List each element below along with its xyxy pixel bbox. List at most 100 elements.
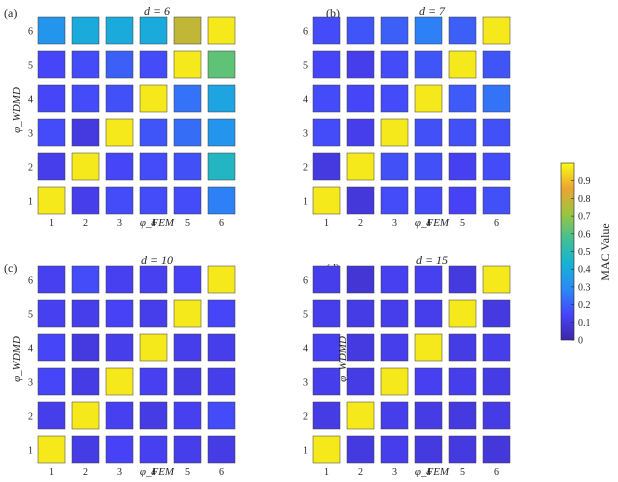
heatmap-cells — [312, 265, 511, 464]
heatmap-cell — [207, 118, 236, 147]
y-tick-labels: 1 2 3 4 5 6 — [303, 276, 308, 457]
heatmap-cell — [71, 265, 100, 294]
heatmap-cell — [37, 401, 66, 430]
panel-title: d = 10 — [141, 253, 173, 267]
x-tick-label: 4 — [426, 218, 431, 229]
y-tick-label: 3 — [28, 378, 33, 389]
heatmap-cell — [448, 299, 477, 328]
heatmap-cell — [312, 152, 341, 181]
y-tick-label: 2 — [28, 412, 33, 423]
heatmap-cell — [448, 16, 477, 45]
y-tick-labels: 1 2 3 4 5 6 — [303, 27, 308, 208]
x-tick-labels: 1 2 3 4 5 6 — [49, 218, 224, 229]
x-axis-label: φ_FEM — [140, 217, 175, 229]
heatmap-cell — [346, 16, 375, 45]
heatmap-cell — [71, 118, 100, 147]
heatmap-cell — [482, 50, 511, 79]
x-tick-label: 2 — [83, 218, 88, 229]
heatmap-cell — [105, 367, 134, 396]
heatmap-cell — [380, 16, 409, 45]
y-tick-label: 5 — [28, 61, 33, 72]
heatmap-cell — [380, 118, 409, 147]
heatmap-cell — [173, 401, 202, 430]
heatmap-cell — [139, 367, 168, 396]
heatmap-cell — [448, 333, 477, 362]
heatmap-cell — [482, 401, 511, 430]
heatmap-cell — [207, 367, 236, 396]
y-tick-label: 1 — [303, 197, 308, 208]
heatmap-cell — [207, 186, 236, 215]
heatmap-cell — [380, 299, 409, 328]
y-tick-label: 6 — [28, 276, 33, 287]
heatmap-cell — [139, 152, 168, 181]
colorbar-tick-label: 0.2 — [578, 300, 591, 311]
heatmap-cell — [346, 50, 375, 79]
heatmap-cell — [173, 299, 202, 328]
heatmap-cell — [37, 16, 66, 45]
heatmap-cell — [139, 84, 168, 113]
y-tick-label: 3 — [303, 378, 308, 389]
heatmap-cell — [482, 152, 511, 181]
panel-title: d = 6 — [144, 4, 170, 18]
heatmap-cell — [448, 84, 477, 113]
heatmap-cell — [139, 16, 168, 45]
x-axis-label: φ_FEM — [140, 466, 175, 477]
y-tick-label: 1 — [28, 197, 33, 208]
heatmap-cell — [312, 16, 341, 45]
heatmap-cell — [380, 50, 409, 79]
colorbar-tick-label: 0.5 — [578, 247, 591, 258]
heatmap-cell — [312, 401, 341, 430]
panel-title: d = 15 — [416, 253, 448, 267]
x-tick-label: 5 — [460, 467, 465, 477]
x-tick-label: 6 — [219, 467, 224, 477]
colorbar-tick-label: 0.9 — [578, 176, 591, 187]
x-axis-label: φ_FEM — [415, 466, 450, 477]
y-tick-label: 2 — [28, 163, 33, 174]
panel-b: (b) d = 7 1 2 3 4 5 6 1 2 3 4 5 6 φ_FEM — [303, 4, 511, 229]
y-tick-label: 2 — [303, 163, 308, 174]
heatmap-cell — [414, 401, 443, 430]
heatmap-cell — [37, 84, 66, 113]
heatmap-cell — [173, 367, 202, 396]
heatmap-cell — [448, 118, 477, 147]
heatmap-cell — [207, 265, 236, 294]
x-tick-label: 2 — [358, 218, 363, 229]
heatmap-cell — [380, 367, 409, 396]
heatmap-cell — [37, 299, 66, 328]
heatmap-cell — [105, 50, 134, 79]
heatmap-cell — [71, 50, 100, 79]
colorbar-tick-label: 0.8 — [578, 194, 591, 205]
heatmap-cell — [173, 118, 202, 147]
heatmap-cell — [173, 333, 202, 362]
y-tick-label: 4 — [28, 95, 33, 106]
colorbar-label: MAC Value — [598, 223, 612, 280]
heatmap-cell — [482, 16, 511, 45]
heatmap-cell — [173, 435, 202, 464]
heatmap-cell — [105, 16, 134, 45]
heatmap-cell — [448, 367, 477, 396]
heatmap-cell — [105, 186, 134, 215]
heatmap-cell — [380, 435, 409, 464]
heatmap-cell — [482, 435, 511, 464]
heatmap-cell — [312, 333, 341, 362]
x-tick-label: 2 — [83, 467, 88, 477]
colorbar-tick-label: 0.6 — [578, 229, 591, 240]
heatmap-cell — [448, 401, 477, 430]
heatmap-cell — [448, 152, 477, 181]
y-tick-label: 3 — [28, 129, 33, 140]
heatmap-cell — [414, 299, 443, 328]
heatmap-cell — [139, 435, 168, 464]
heatmap-cell — [414, 186, 443, 215]
y-tick-label: 4 — [28, 344, 33, 355]
heatmap-cell — [346, 265, 375, 294]
x-tick-label: 1 — [49, 218, 54, 229]
y-tick-label: 5 — [28, 310, 33, 321]
y-tick-label: 4 — [303, 344, 308, 355]
heatmap-cell — [346, 435, 375, 464]
heatmap-cell — [105, 299, 134, 328]
x-tick-label: 1 — [49, 467, 54, 477]
y-tick-label: 5 — [303, 310, 308, 321]
heatmap-cell — [105, 84, 134, 113]
heatmap-cell — [105, 265, 134, 294]
